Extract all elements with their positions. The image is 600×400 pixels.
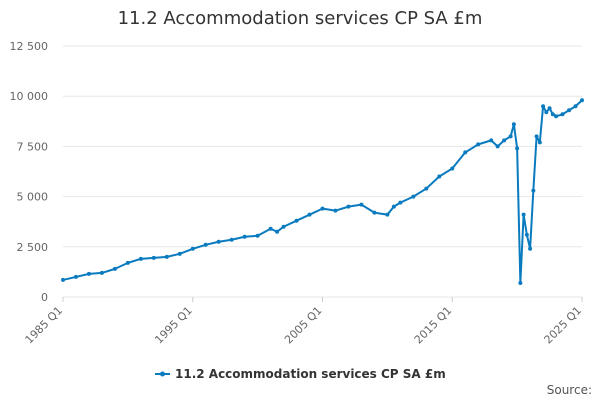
- data-point[interactable]: [255, 233, 260, 238]
- data-point[interactable]: [86, 271, 91, 276]
- gridlines: [63, 45, 582, 298]
- y-tick-label: 7 500: [17, 140, 49, 153]
- y-tick-label: 2 500: [17, 241, 49, 254]
- data-point[interactable]: [524, 232, 529, 237]
- data-point[interactable]: [531, 188, 536, 193]
- data-point[interactable]: [164, 254, 169, 259]
- data-point[interactable]: [573, 104, 578, 109]
- x-tick-label: 1995 Q1: [152, 304, 195, 347]
- data-point[interactable]: [463, 150, 468, 155]
- data-point[interactable]: [541, 104, 546, 109]
- x-axis-tick-labels: 1985 Q1 1995 Q1 2005 Q1 2015 Q1 2025 Q1: [23, 297, 585, 347]
- data-point[interactable]: [216, 239, 221, 244]
- data-point[interactable]: [502, 138, 507, 143]
- y-tick-label: 5 000: [17, 191, 49, 204]
- series-line-group: [61, 98, 584, 285]
- x-tick-label: 2015 Q1: [412, 304, 455, 347]
- data-point[interactable]: [346, 204, 351, 209]
- data-point[interactable]: [138, 256, 143, 261]
- x-tick-label: 2005 Q1: [282, 304, 325, 347]
- data-point[interactable]: [528, 246, 533, 251]
- data-point[interactable]: [544, 110, 549, 115]
- data-point[interactable]: [333, 208, 338, 213]
- data-point[interactable]: [547, 106, 552, 111]
- data-point[interactable]: [567, 108, 572, 113]
- y-tick-label: 12 500: [10, 40, 49, 53]
- data-point[interactable]: [495, 144, 500, 149]
- data-point[interactable]: [294, 218, 299, 223]
- data-point[interactable]: [190, 246, 195, 251]
- data-point[interactable]: [550, 112, 555, 117]
- legend-label: 11.2 Accommodation services CP SA £m: [175, 367, 446, 381]
- data-point[interactable]: [511, 122, 516, 127]
- data-point[interactable]: [203, 242, 208, 247]
- data-point[interactable]: [372, 210, 377, 215]
- data-point[interactable]: [177, 251, 182, 256]
- data-point[interactable]: [537, 140, 542, 145]
- data-point[interactable]: [307, 212, 312, 217]
- data-point[interactable]: [489, 138, 494, 143]
- data-point[interactable]: [125, 260, 130, 265]
- y-tick-label: 0: [41, 291, 48, 304]
- data-point[interactable]: [275, 229, 280, 234]
- data-point[interactable]: [398, 200, 403, 205]
- legend-marker-icon: [160, 371, 165, 377]
- data-point[interactable]: [560, 112, 565, 117]
- data-point[interactable]: [508, 134, 513, 139]
- data-point[interactable]: [437, 174, 442, 179]
- data-point[interactable]: [476, 142, 481, 147]
- data-point[interactable]: [61, 277, 65, 282]
- data-point[interactable]: [411, 194, 416, 199]
- data-point[interactable]: [385, 212, 390, 217]
- data-point[interactable]: [359, 202, 364, 207]
- chart-title: 11.2 Accommodation services CP SA £m: [118, 8, 483, 29]
- y-tick-label: 10 000: [10, 90, 49, 103]
- data-point[interactable]: [521, 212, 526, 217]
- data-point[interactable]: [281, 224, 286, 229]
- data-point[interactable]: [391, 204, 396, 209]
- data-point[interactable]: [515, 146, 520, 151]
- source-label: Source:: [547, 383, 592, 397]
- data-point[interactable]: [518, 280, 523, 285]
- x-tick-label: 2025 Q1: [542, 304, 585, 347]
- legend[interactable]: 11.2 Accommodation services CP SA £m: [155, 367, 446, 381]
- y-axis-tick-labels: 0 2 500 5 000 7 500 10 000 12 500: [10, 40, 49, 304]
- data-point[interactable]: [242, 234, 247, 239]
- data-point[interactable]: [534, 134, 539, 139]
- data-point[interactable]: [320, 206, 325, 211]
- data-point[interactable]: [450, 166, 455, 171]
- data-point[interactable]: [112, 266, 117, 271]
- data-point[interactable]: [424, 186, 429, 191]
- data-point[interactable]: [229, 237, 234, 242]
- x-tick-label: 1985 Q1: [23, 304, 66, 347]
- data-point[interactable]: [99, 270, 104, 275]
- data-point[interactable]: [268, 226, 273, 231]
- series-line: [62, 99, 583, 284]
- data-point[interactable]: [151, 255, 156, 260]
- data-point[interactable]: [554, 114, 559, 119]
- data-point[interactable]: [580, 98, 584, 103]
- data-point[interactable]: [73, 274, 78, 279]
